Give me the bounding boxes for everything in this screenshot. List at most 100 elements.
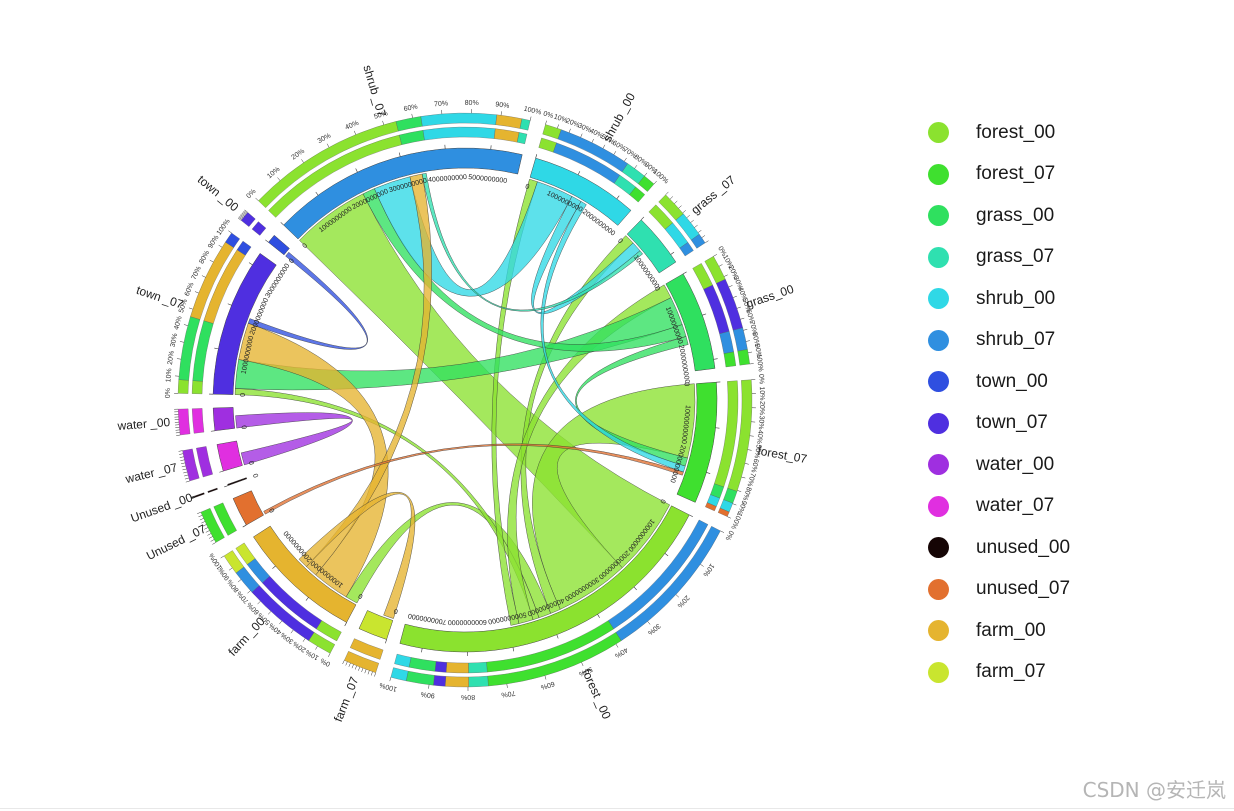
legend-label: water_07 [976, 495, 1055, 517]
percent-tick-label: 50% [178, 298, 189, 314]
percent-tick-label: 0% [319, 656, 331, 667]
percent-tick-mark [238, 216, 242, 220]
inner-tick-mark [355, 168, 358, 173]
stack-segment-farm_00 [223, 550, 245, 574]
percent-tick-label: 0% [542, 110, 554, 120]
percent-tick-label: 70% [191, 265, 203, 281]
percent-tick-mark [326, 143, 330, 148]
percent-tick-mark [647, 621, 651, 625]
inner-tick-mark [706, 472, 711, 474]
percent-tick-mark [290, 629, 294, 634]
percent-tick-mark [179, 341, 184, 343]
inner-tick-mark [344, 622, 347, 627]
group-arc-forest_07 [676, 381, 718, 503]
percent-tick-mark [686, 215, 690, 218]
inner-tick-label: 0 [616, 238, 624, 246]
inner-tick-mark [577, 171, 581, 175]
percent-tick-mark [237, 579, 242, 583]
percent-tick-mark [701, 235, 706, 238]
legend-swatch [928, 661, 949, 683]
stack-segment-farm_00 [235, 542, 256, 565]
percent-tick-mark [736, 306, 741, 309]
percent-tick-label: 30% [757, 415, 765, 430]
percent-tick-mark [185, 480, 190, 483]
legend-swatch [928, 122, 949, 144]
percent-tick-mark [241, 213, 245, 217]
ribbon-grass_00-shrub_07 [362, 188, 687, 352]
percent-tick-mark [367, 670, 370, 675]
stack-segment-grass_00 [719, 331, 734, 354]
inner-tick-mark [242, 524, 247, 528]
percent-tick-mark [374, 672, 376, 677]
percent-tick-mark [624, 157, 627, 162]
percent-tick-label: 90% [736, 499, 748, 515]
percent-tick-mark [180, 459, 185, 461]
percent-tick-mark [239, 215, 244, 219]
stack-segment-town_00 [240, 212, 256, 227]
stack-segment-shrub_00 [629, 186, 646, 203]
stack-segment-shrub_07 [495, 114, 523, 129]
percent-tick-mark [345, 661, 348, 666]
percent-tick-label: 80% [198, 250, 211, 266]
percent-tick-mark [720, 530, 725, 533]
percent-tick-mark [718, 264, 723, 267]
stack-segment-forest_00 [408, 657, 437, 672]
percent-tick-label: 40% [755, 430, 764, 445]
stack-segment-farm_07 [349, 638, 384, 660]
inner-tick-label: 5000000000 [468, 174, 508, 185]
group-label-grass_00: grass_00 [744, 282, 796, 311]
percent-tick-mark [506, 683, 508, 688]
percent-tick-mark [411, 113, 413, 118]
inner-tick-mark [421, 648, 423, 653]
stack-segment-shrub_07 [420, 112, 498, 127]
percent-tick-label: 20% [565, 118, 581, 130]
percent-tick-mark [744, 463, 749, 465]
percent-tick-mark [749, 363, 754, 365]
inner-tick-label: 0 [253, 472, 261, 478]
bottom-divider [0, 808, 1234, 809]
percent-tick-mark [723, 274, 728, 277]
stack-segment-town_07 [177, 379, 189, 394]
percent-tick-label: 100% [379, 681, 398, 692]
percent-tick-mark [745, 340, 750, 342]
group-label-forest_00: forest _00 [579, 667, 614, 722]
legend-item: forest_07 [928, 154, 1208, 196]
percent-tick-mark [239, 216, 243, 219]
inner-tick-mark [272, 565, 276, 569]
stack-segment-forest_00 [468, 661, 488, 674]
percent-tick-mark [733, 295, 737, 298]
inner-tick-label: 0 [241, 425, 248, 430]
percent-tick-label: 50% [373, 110, 388, 121]
group-arcs-layer [209, 144, 721, 656]
percent-tick-label: 20% [290, 148, 306, 162]
inner-tick-label: 0 [269, 506, 277, 513]
ribbon-unused_07-forest_07 [263, 443, 684, 515]
percent-tick-mark [184, 477, 189, 480]
percent-tick-mark [428, 684, 430, 689]
percent-tick-label: 30% [732, 275, 744, 291]
legend-swatch [928, 288, 949, 310]
group-arc-grass_07 [626, 219, 677, 274]
inner-tick-mark [682, 271, 687, 275]
percent-tick-label: 30% [317, 132, 333, 145]
percent-tick-mark [208, 536, 213, 539]
legend-label: town_07 [976, 412, 1048, 434]
legend-item: farm_00 [928, 610, 1208, 652]
stack-segment-grass_07 [679, 242, 694, 257]
percent-tick-label: 70% [746, 472, 757, 487]
stack-segment-grass_00 [737, 349, 750, 366]
stack-segment-unused_00 [194, 492, 205, 498]
watermark: CSDN @安迁岚 [1082, 778, 1226, 802]
inner-tick-mark [535, 154, 538, 159]
percent-tick-label: 0% [165, 388, 172, 398]
percent-tick-mark [201, 521, 206, 524]
stack-segment-water_00 [177, 408, 191, 436]
inner-tick-label: 0 [682, 382, 689, 386]
inner-tick-label: 7000000000 [407, 612, 447, 626]
percent-tick-mark [212, 542, 216, 545]
group-arc-farm_07 [358, 610, 394, 640]
percent-tick-mark [747, 449, 752, 451]
inner-tick-mark [670, 251, 675, 255]
percent-tick-mark [255, 197, 259, 201]
percent-tick-label: 100% [755, 353, 764, 372]
